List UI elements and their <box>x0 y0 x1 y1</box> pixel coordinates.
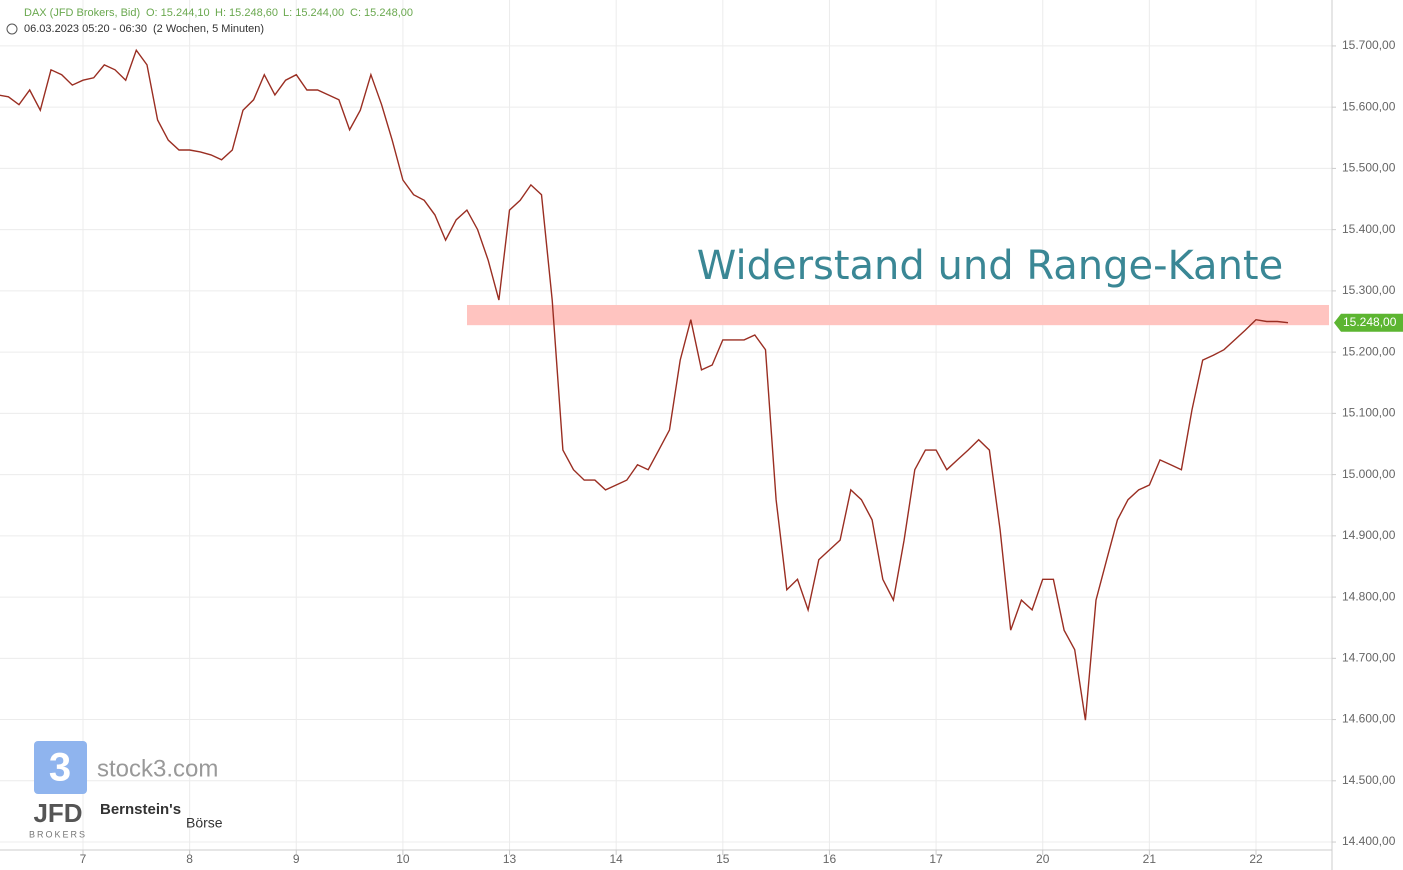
y-tick-label: 14.400,00 <box>1342 834 1396 848</box>
x-tick-label: 16 <box>823 852 837 866</box>
y-tick-label: 14.900,00 <box>1342 528 1396 542</box>
logo-box <box>34 741 87 794</box>
logo-broker: JFD <box>33 798 82 828</box>
x-tick-label: 9 <box>293 852 300 866</box>
y-tick-label: 15.500,00 <box>1342 161 1396 175</box>
annotation: Widerstand und Range-Kante <box>697 243 1283 289</box>
logo-partner: Bernstein's <box>100 801 181 818</box>
y-tick-label: 14.700,00 <box>1342 650 1396 664</box>
x-tick-label: 17 <box>929 852 943 866</box>
plot <box>0 48 1329 721</box>
close: C: 15.248,00 <box>350 7 413 19</box>
price-line <box>0 48 1289 721</box>
low: L: 15.244,00 <box>283 7 344 19</box>
last-price-badge <box>1334 313 1403 332</box>
resistance-zone <box>467 304 1329 326</box>
grid <box>0 0 1332 850</box>
high: H: 15.248,60 <box>215 7 278 19</box>
x-tick-label: 8 <box>186 852 193 866</box>
open: O: 15.244,10 <box>146 7 210 19</box>
x-tick-label: 7 <box>80 852 87 866</box>
y-tick-label: 15.700,00 <box>1342 38 1396 52</box>
y-tick-label: 14.600,00 <box>1342 712 1396 726</box>
x-tick-label: 21 <box>1143 852 1157 866</box>
instrument: DAX (JFD Brokers, Bid) <box>24 7 140 19</box>
x-tick-label: 15 <box>716 852 730 866</box>
range: 06.03.2023 05:20 - 06:30 <box>24 23 147 35</box>
y-tick-label: 15.600,00 <box>1342 99 1396 113</box>
logo-partner-sub: Börse <box>186 815 223 831</box>
logo-mark: 3 <box>49 746 71 790</box>
y-tick-label: 15.200,00 <box>1342 344 1396 358</box>
y-tick-label: 15.400,00 <box>1342 222 1396 236</box>
x-tick-label: 10 <box>396 852 410 866</box>
last-price-label: 15.248,00 <box>1343 315 1397 329</box>
x-tick-label: 20 <box>1036 852 1050 866</box>
x-tick-label: 13 <box>503 852 517 866</box>
y-tick-label: 14.800,00 <box>1342 589 1396 603</box>
x-tick-label: 14 <box>610 852 624 866</box>
y-tick-label: 15.100,00 <box>1342 406 1396 420</box>
logo-broker-sub: BROKERS <box>29 829 87 839</box>
x-tick-label: 22 <box>1249 852 1263 866</box>
clock-icon <box>6 23 18 35</box>
y-tick-label: 14.500,00 <box>1342 773 1396 787</box>
y-tick-label: 15.000,00 <box>1342 467 1396 481</box>
logo-site: stock3.com <box>97 755 218 782</box>
y-tick-label: 15.300,00 <box>1342 283 1396 297</box>
period: (2 Wochen, 5 Minuten) <box>153 23 264 35</box>
